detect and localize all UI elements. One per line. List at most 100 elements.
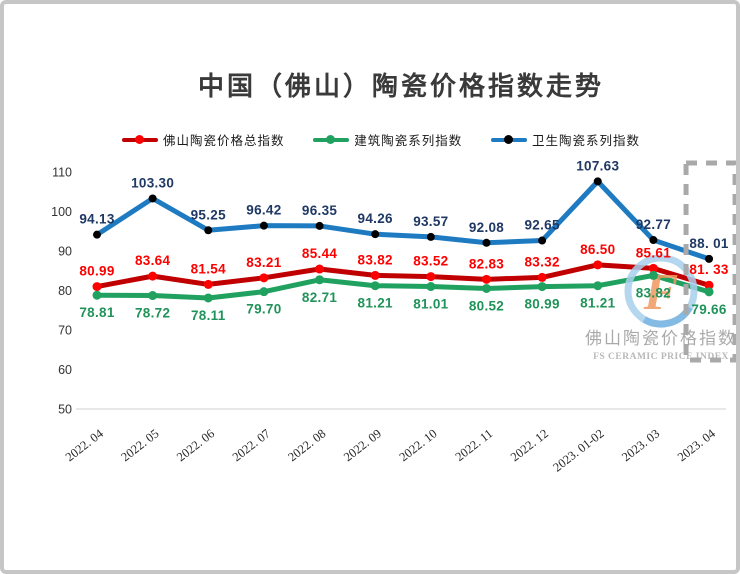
watermark-cn-text: 佛山陶瓷价格指数: [585, 329, 737, 348]
data-point-label: 82.83: [469, 256, 504, 271]
data-point-marker: [426, 272, 436, 282]
data-point-label: 81.21: [580, 296, 615, 311]
x-axis-tick-label: 2023. 04: [675, 426, 719, 464]
x-axis-tick-label: 2022. 09: [341, 426, 384, 464]
data-point-label: 86.50: [580, 242, 615, 257]
x-axis-tick-label: 2022. 06: [174, 426, 217, 464]
data-point-label: 83.21: [246, 255, 281, 270]
data-point-marker: [148, 194, 157, 203]
data-point-marker: [203, 293, 213, 303]
data-point-label: 83.52: [413, 254, 448, 269]
y-axis-tick-label: 60: [58, 363, 72, 377]
data-point-marker: [148, 291, 158, 301]
series-line: [94, 262, 712, 290]
legend-label: 建筑陶瓷系列指数: [354, 134, 463, 148]
line-chart-plot: 50 60 70 80 90 100 110 2022. 04 2022. 05 2022. 06…: [51, 158, 737, 475]
data-point-label: 83.32: [524, 254, 559, 269]
y-axis-tick-label: 50: [58, 403, 72, 417]
x-axis-tick-label: 2022. 08: [285, 426, 328, 464]
data-point-marker: [259, 287, 269, 297]
y-axis-tick-label: 110: [52, 166, 72, 180]
data-point-marker: [648, 263, 658, 273]
x-axis-tick-label: 2022. 11: [453, 426, 496, 464]
data-point-marker: [315, 264, 325, 274]
x-axis-tick-label: 2023. 01-02: [550, 426, 606, 474]
data-point-marker: [481, 283, 491, 293]
data-point-label: 93.57: [413, 214, 448, 229]
x-axis-tick-label: 2023. 03: [619, 426, 662, 464]
data-point-marker: [259, 273, 269, 283]
data-point-label: 78.11: [191, 308, 226, 323]
data-point-marker: [481, 274, 491, 284]
data-point-marker: [93, 230, 101, 239]
data-point-label: 103.30: [131, 175, 174, 190]
watermark-en-text: FS CERAMIC PRICE INDEX: [593, 352, 729, 362]
data-point-marker: [203, 279, 213, 289]
data-point-marker: [704, 287, 714, 297]
data-point-label: 83.64: [135, 253, 170, 268]
data-point-marker: [371, 230, 380, 239]
data-point-marker: [315, 221, 324, 230]
data-point-marker: [538, 236, 547, 245]
data-point-label: 96.35: [302, 203, 337, 218]
data-point-marker: [705, 254, 714, 263]
legend-label: 佛山陶瓷价格总指数: [163, 134, 285, 148]
y-axis-tick-label: 80: [58, 284, 72, 298]
legend-line-marker-icon: [490, 134, 527, 144]
data-point-marker: [704, 280, 714, 290]
data-point-label: 95.25: [191, 207, 226, 222]
y-axis-tick-label: 70: [58, 324, 72, 338]
data-point-label: 94.13: [79, 212, 114, 227]
x-axis-tick-label: 2022. 05: [118, 426, 161, 464]
data-point-label: 88. 01: [689, 236, 729, 251]
data-point-label: 78.81: [79, 305, 114, 320]
data-point-marker: [482, 238, 491, 247]
legend-item-sanitary-ceramic: 卫生陶瓷系列指数: [490, 130, 640, 149]
data-point-label: 81. 33: [689, 262, 729, 277]
data-point-marker: [204, 226, 213, 235]
x-axis-tick-label: 2022. 07: [230, 426, 273, 464]
data-point-label: 92.08: [469, 220, 504, 235]
data-point-label: 96.42: [246, 203, 281, 218]
data-point-marker: [92, 282, 102, 292]
legend-label: 卫生陶瓷系列指数: [531, 134, 640, 148]
data-point-marker: [537, 272, 547, 282]
watermark-logo: F 佛山陶瓷价格指数 FS CERAMIC PRICE INDEX: [585, 254, 737, 362]
data-point-label: 83.82: [636, 285, 671, 300]
x-axis-tick-label: 2022. 10: [397, 426, 440, 464]
data-point-label: 92.77: [636, 217, 671, 232]
chart-legend: 佛山陶瓷价格总指数 建筑陶瓷系列指数 卫生陶瓷系列指数: [122, 130, 640, 149]
data-point-label: 81.54: [191, 261, 226, 276]
highlight-box: [683, 160, 736, 363]
data-point-marker: [148, 271, 158, 281]
data-point-marker: [593, 260, 603, 270]
data-point-marker: [537, 282, 547, 292]
watermark-letter: F: [643, 264, 679, 321]
data-point-label: 81.01: [413, 297, 448, 312]
data-point-marker: [370, 270, 380, 280]
data-point-label: 79.66: [691, 302, 726, 317]
data-point-label: 92.65: [524, 218, 559, 233]
data-point-label: 80.99: [79, 264, 114, 279]
data-point-marker: [259, 221, 268, 230]
y-axis-tick-label: 100: [51, 205, 72, 219]
data-point-marker: [315, 275, 325, 285]
legend-line-marker-icon: [122, 134, 158, 144]
legend-line-marker-icon: [313, 134, 350, 144]
data-point-label: 79.70: [246, 302, 281, 317]
series-line: [94, 178, 712, 262]
data-point-label: 82.71: [302, 290, 337, 305]
data-point-marker: [593, 281, 603, 291]
data-point-label: 83.82: [358, 252, 393, 267]
series-line: [94, 272, 712, 301]
data-point-marker: [649, 236, 658, 245]
data-point-marker: [426, 282, 436, 292]
data-point-label: 85.44: [302, 246, 337, 261]
data-point-marker: [648, 270, 658, 280]
x-axis-tick-label: 2022. 12: [508, 426, 551, 464]
data-point-label: 81.21: [358, 296, 393, 311]
data-point-label: 107.63: [576, 158, 619, 173]
chart-title: 中国（佛山）陶瓷价格指数走势: [197, 72, 604, 101]
data-point-marker: [593, 177, 602, 186]
